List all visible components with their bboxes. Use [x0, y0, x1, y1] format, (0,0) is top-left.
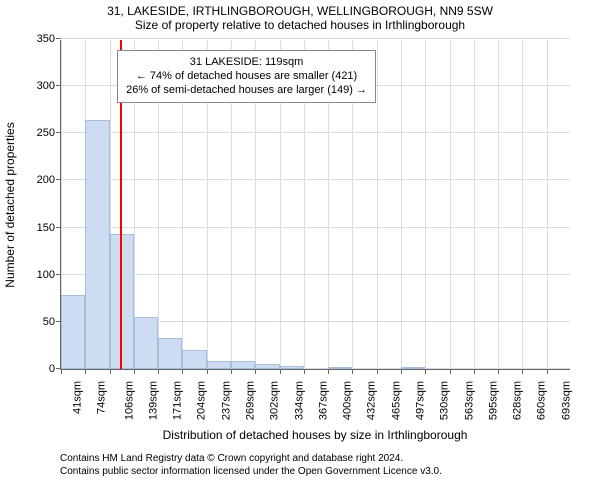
histogram-bar	[255, 364, 279, 369]
x-tick	[474, 369, 475, 374]
y-axis-title: Number of detached properties	[3, 122, 17, 287]
x-tick	[425, 369, 426, 374]
chart-title: 31, LAKESIDE, IRTHLINGBOROUGH, WELLINGBO…	[0, 0, 600, 18]
x-tick-label: 400sqm	[342, 381, 354, 420]
y-tick-label: 350	[37, 33, 61, 45]
histogram-bar	[328, 367, 352, 369]
x-tick-label: 367sqm	[317, 381, 329, 420]
annotation-box: 31 LAKESIDE: 119sqm← 74% of detached hou…	[117, 50, 376, 103]
x-tick-label: 237sqm	[220, 381, 232, 420]
x-tick-label: 41sqm	[72, 381, 84, 414]
histogram-bar	[207, 361, 231, 369]
footer-line-2: Contains public sector information licen…	[60, 465, 442, 478]
x-tick-label: 74sqm	[96, 381, 108, 414]
gridline-v	[547, 40, 548, 369]
annotation-line: 31 LAKESIDE: 119sqm	[126, 55, 367, 69]
y-tick-label: 100	[37, 269, 61, 281]
x-tick	[352, 369, 353, 374]
footer-attribution: Contains HM Land Registry data © Crown c…	[60, 452, 442, 478]
gridline-v	[474, 40, 475, 369]
x-tick	[450, 369, 451, 374]
x-tick	[134, 369, 135, 374]
histogram-bar	[231, 361, 255, 369]
x-tick-label: 302sqm	[269, 381, 281, 420]
y-tick-label: 50	[43, 316, 61, 328]
y-tick-label: 150	[37, 222, 61, 234]
x-tick-label: 693sqm	[560, 381, 572, 420]
gridline-h	[61, 38, 570, 39]
histogram-bar	[280, 366, 304, 369]
x-tick	[85, 369, 86, 374]
annotation-line: 26% of semi-detached houses are larger (…	[126, 83, 367, 97]
chart-subtitle: Size of property relative to detached ho…	[0, 18, 600, 32]
gridline-h	[61, 179, 570, 180]
x-tick	[158, 369, 159, 374]
x-tick-label: 465sqm	[390, 381, 402, 420]
plot-area: 05010015020025030035041sqm74sqm106sqm139…	[60, 40, 570, 370]
x-tick	[255, 369, 256, 374]
x-tick	[547, 369, 548, 374]
x-tick-label: 660sqm	[536, 381, 548, 420]
gridline-h	[61, 227, 570, 228]
x-tick-label: 530sqm	[439, 381, 451, 420]
x-tick	[231, 369, 232, 374]
x-tick	[280, 369, 281, 374]
gridline-h	[61, 132, 570, 133]
annotation-line: ← 74% of detached houses are smaller (42…	[126, 69, 367, 83]
histogram-bar	[85, 120, 109, 369]
gridline-v	[401, 40, 402, 369]
x-tick	[110, 369, 111, 374]
histogram-bar	[61, 295, 85, 369]
gridline-v	[377, 40, 378, 369]
y-tick-label: 0	[49, 363, 61, 375]
x-tick-label: 106sqm	[123, 381, 135, 420]
histogram-bar	[158, 338, 182, 369]
x-tick	[304, 369, 305, 374]
x-tick	[522, 369, 523, 374]
x-tick	[182, 369, 183, 374]
x-tick	[498, 369, 499, 374]
histogram-bar	[401, 367, 425, 369]
x-tick	[61, 369, 62, 374]
histogram-bar	[110, 234, 134, 369]
chart-container: 31, LAKESIDE, IRTHLINGBOROUGH, WELLINGBO…	[0, 0, 600, 500]
x-tick	[328, 369, 329, 374]
x-tick	[377, 369, 378, 374]
gridline-h	[61, 274, 570, 275]
y-tick-label: 300	[37, 80, 61, 92]
y-tick-label: 200	[37, 174, 61, 186]
x-tick	[207, 369, 208, 374]
x-tick	[401, 369, 402, 374]
gridline-v	[425, 40, 426, 369]
gridline-v	[498, 40, 499, 369]
x-tick-label: 595sqm	[487, 381, 499, 420]
histogram-bar	[182, 350, 206, 369]
x-axis-title: Distribution of detached houses by size …	[163, 428, 468, 442]
histogram-bar	[134, 317, 158, 369]
x-tick-label: 139sqm	[147, 381, 159, 420]
gridline-v	[522, 40, 523, 369]
x-tick-label: 432sqm	[366, 381, 378, 420]
x-tick-label: 628sqm	[512, 381, 524, 420]
x-tick-label: 497sqm	[415, 381, 427, 420]
gridline-v	[450, 40, 451, 369]
x-tick-label: 563sqm	[463, 381, 475, 420]
x-tick-label: 204sqm	[196, 381, 208, 420]
x-tick-label: 334sqm	[293, 381, 305, 420]
x-tick-label: 269sqm	[245, 381, 257, 420]
y-tick-label: 250	[37, 127, 61, 139]
footer-line-1: Contains HM Land Registry data © Crown c…	[60, 452, 442, 465]
x-tick-label: 171sqm	[172, 381, 184, 420]
